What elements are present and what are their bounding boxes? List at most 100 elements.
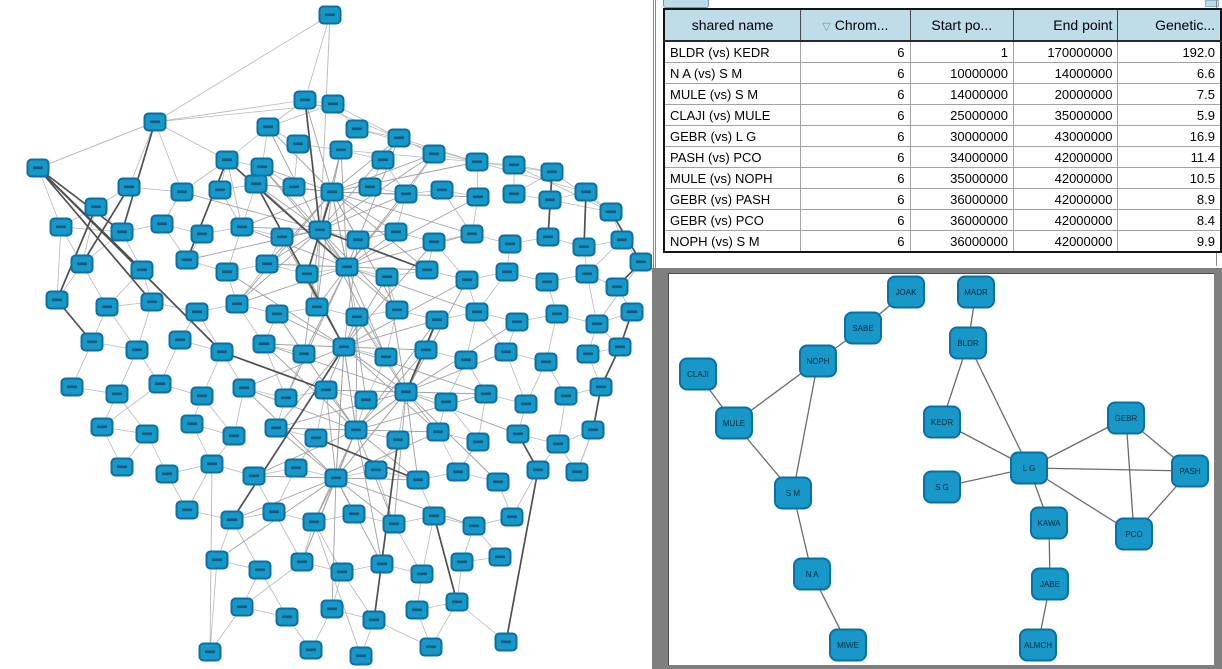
node-MADR[interactable] xyxy=(957,275,995,309)
table-cell[interactable]: GEBR (vs) L G xyxy=(663,125,802,147)
table-cell[interactable]: 7.5 xyxy=(1117,83,1222,105)
network-edge xyxy=(343,319,438,348)
table-row[interactable]: GEBR (vs) L G 6 30000000 43000000 16.9 xyxy=(663,125,1222,147)
node-MULE[interactable] xyxy=(715,406,753,440)
column-header-shared-name[interactable]: shared name xyxy=(663,8,802,42)
table-cell[interactable]: 35000000 xyxy=(909,167,1014,189)
table-cell[interactable]: 14000000 xyxy=(1012,62,1119,84)
table-cell[interactable]: GEBR (vs) PCO xyxy=(663,209,802,231)
network-edge xyxy=(967,342,1030,469)
table-cell[interactable]: 6 xyxy=(800,209,911,231)
node-PASH[interactable] xyxy=(1171,454,1209,488)
table-cell[interactable]: 42000000 xyxy=(1012,167,1119,189)
table-row[interactable]: BLDR (vs) KEDR 6 1 170000000 192.0 xyxy=(663,40,1222,63)
node-label-smudge xyxy=(353,238,363,242)
table-cell[interactable]: 6.6 xyxy=(1117,62,1222,84)
table-cell[interactable]: 6 xyxy=(800,104,911,126)
table-cell[interactable]: 6 xyxy=(800,40,911,63)
table-cell[interactable]: 1 xyxy=(909,40,1014,63)
table-cell[interactable]: 6 xyxy=(800,167,911,189)
table-cell[interactable]: 10000000 xyxy=(909,62,1014,84)
table-row[interactable]: PASH (vs) PCO 6 34000000 42000000 11.4 xyxy=(663,146,1222,168)
table-cell[interactable]: MULE (vs) S M xyxy=(663,83,802,105)
table-row[interactable]: MULE (vs) NOPH 6 35000000 42000000 10.5 xyxy=(663,167,1222,189)
table-cell[interactable]: 36000000 xyxy=(909,230,1014,253)
node-label-smudge xyxy=(552,312,562,316)
column-header-start-position[interactable]: Start po... xyxy=(909,8,1014,42)
table-cell[interactable]: 192.0 xyxy=(1117,40,1222,63)
network-view-main[interactable] xyxy=(0,0,652,669)
node-MIWE[interactable] xyxy=(829,628,867,662)
table-cell[interactable]: BLDR (vs) KEDR xyxy=(663,40,802,63)
table-row[interactable]: N A (vs) S M 6 10000000 14000000 6.6 xyxy=(663,62,1222,84)
table-cell[interactable]: 25000000 xyxy=(909,104,1014,126)
node-KEDR[interactable] xyxy=(923,405,961,439)
table-cell[interactable]: 6 xyxy=(800,83,911,105)
table-cell[interactable]: 36000000 xyxy=(909,209,1014,231)
table-cell[interactable]: 8.4 xyxy=(1117,209,1222,231)
table-cell[interactable]: 10.5 xyxy=(1117,167,1222,189)
column-header-chromosome[interactable]: ▽ Chrom... xyxy=(800,8,911,42)
table-cell[interactable]: NOPH (vs) S M xyxy=(663,230,802,253)
table-cell[interactable]: PASH (vs) PCO xyxy=(663,146,802,168)
node-NOPH[interactable] xyxy=(799,344,837,378)
table-cell[interactable]: 35000000 xyxy=(1012,104,1119,126)
main-network-canvas[interactable] xyxy=(0,0,652,669)
table-cell[interactable]: 42000000 xyxy=(1012,209,1119,231)
node-KAWA[interactable] xyxy=(1030,506,1068,540)
node-CLAJI[interactable] xyxy=(679,357,717,391)
node-label-smudge xyxy=(222,158,232,162)
node-BLDR[interactable] xyxy=(949,326,987,360)
table-cell[interactable]: MULE (vs) NOPH xyxy=(663,167,802,189)
table-cell[interactable]: GEBR (vs) PASH xyxy=(663,188,802,210)
table-cell[interactable]: 5.9 xyxy=(1117,104,1222,126)
network-view-detail[interactable]: JOAK MADR SABE BLDR NOPH CLAJI KEDR GEBR MULE L G… xyxy=(668,273,1214,665)
table-row[interactable]: NOPH (vs) S M 6 36000000 42000000 9.9 xyxy=(663,230,1222,253)
table-cell[interactable]: 8.9 xyxy=(1117,188,1222,210)
table-cell[interactable]: 6 xyxy=(800,146,911,168)
node-PCO[interactable] xyxy=(1115,517,1153,551)
table-cell[interactable]: 6 xyxy=(800,230,911,253)
table-cell[interactable]: 30000000 xyxy=(909,125,1014,147)
table-cell[interactable]: 42000000 xyxy=(1012,146,1119,168)
filter-funnel-icon[interactable]: ▽ xyxy=(822,21,831,33)
panel-splitter[interactable] xyxy=(652,0,657,268)
node-SABE[interactable] xyxy=(844,311,882,345)
node-label-smudge xyxy=(501,350,511,354)
node-label-smudge xyxy=(227,518,237,522)
node-S-M[interactable] xyxy=(774,476,812,510)
node-label-smudge xyxy=(437,188,447,192)
table-cell[interactable]: N A (vs) S M xyxy=(663,62,802,84)
node-GEBR[interactable] xyxy=(1107,401,1145,435)
column-header-genetic[interactable]: Genetic... xyxy=(1117,8,1222,42)
table-cell[interactable]: 6 xyxy=(800,125,911,147)
table-cell[interactable]: 11.4 xyxy=(1117,146,1222,168)
table-cell[interactable]: 16.9 xyxy=(1117,125,1222,147)
table-cell[interactable]: 170000000 xyxy=(1012,40,1119,63)
table-cell[interactable]: 36000000 xyxy=(909,188,1014,210)
node-ALMCH[interactable] xyxy=(1019,628,1057,662)
node-label-smudge xyxy=(299,352,309,356)
node-JOAK[interactable] xyxy=(887,275,925,309)
column-header-end-point[interactable]: End point xyxy=(1012,8,1119,42)
node-JABE[interactable] xyxy=(1031,567,1069,601)
node-L-G[interactable] xyxy=(1010,451,1048,485)
table-row[interactable]: GEBR (vs) PCO 6 36000000 42000000 8.4 xyxy=(663,209,1222,231)
table-cell[interactable]: 42000000 xyxy=(1012,230,1119,253)
table-cell[interactable]: 9.9 xyxy=(1117,230,1222,253)
table-cell[interactable]: CLAJI (vs) MULE xyxy=(663,104,802,126)
table-row[interactable]: GEBR (vs) PASH 6 36000000 42000000 8.9 xyxy=(663,188,1222,210)
table-cell[interactable]: 34000000 xyxy=(909,146,1014,168)
node-S-G[interactable] xyxy=(923,470,961,504)
table-row[interactable]: MULE (vs) S M 6 14000000 20000000 7.5 xyxy=(663,83,1222,105)
detail-network-canvas[interactable]: JOAK MADR SABE BLDR NOPH CLAJI KEDR GEBR MULE L G… xyxy=(669,274,1214,665)
node-N-A[interactable] xyxy=(793,557,831,591)
table-tab[interactable] xyxy=(663,0,709,8)
table-cell[interactable]: 20000000 xyxy=(1012,83,1119,105)
table-cell[interactable]: 6 xyxy=(800,188,911,210)
table-cell[interactable]: 14000000 xyxy=(909,83,1014,105)
table-cell[interactable]: 43000000 xyxy=(1012,125,1119,147)
table-cell[interactable]: 6 xyxy=(800,62,911,84)
table-cell[interactable]: 42000000 xyxy=(1012,188,1119,210)
table-row[interactable]: CLAJI (vs) MULE 6 25000000 35000000 5.9 xyxy=(663,104,1222,126)
